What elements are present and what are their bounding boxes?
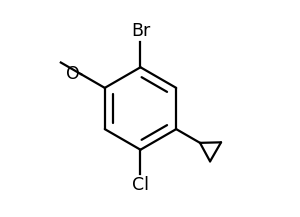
Text: Br: Br: [131, 22, 150, 40]
Text: O: O: [66, 65, 80, 83]
Text: Cl: Cl: [132, 176, 149, 194]
